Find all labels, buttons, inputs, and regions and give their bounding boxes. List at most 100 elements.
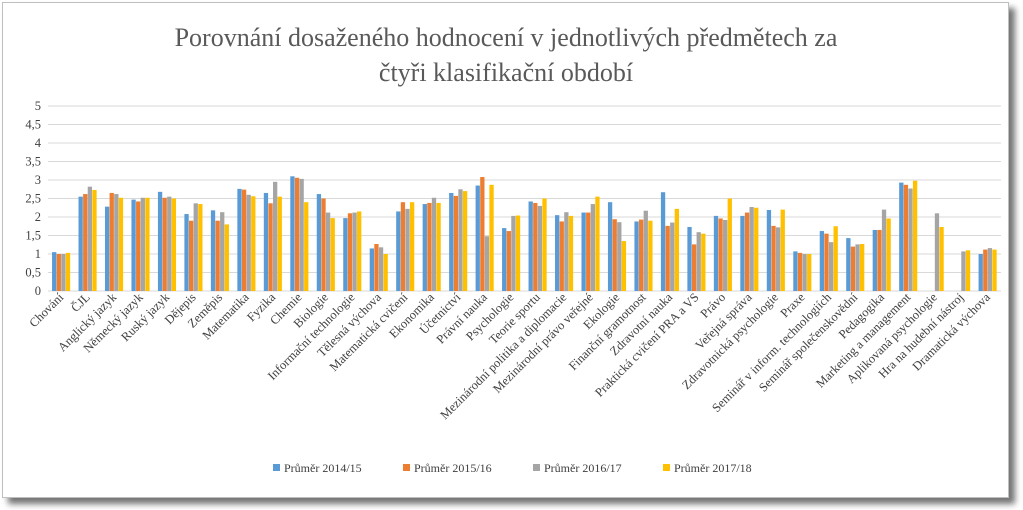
bar bbox=[586, 212, 591, 291]
bar bbox=[828, 242, 834, 291]
bar bbox=[321, 198, 326, 291]
bar bbox=[246, 194, 251, 291]
bar bbox=[198, 204, 203, 291]
bar bbox=[357, 211, 362, 291]
legend: Průměr 2014/15 Průměr 2015/16 Průměr 2016/… bbox=[273, 461, 752, 475]
bar bbox=[83, 194, 88, 291]
bar bbox=[330, 218, 335, 291]
bar bbox=[621, 241, 627, 291]
bar bbox=[114, 194, 119, 291]
bar bbox=[819, 231, 825, 291]
bar bbox=[542, 198, 547, 291]
bar bbox=[612, 219, 617, 291]
bar bbox=[405, 208, 410, 291]
legend-label: Průměr 2015/16 bbox=[414, 461, 492, 475]
bar bbox=[617, 222, 622, 291]
bar bbox=[489, 184, 494, 291]
bar bbox=[157, 191, 163, 291]
bar bbox=[316, 194, 322, 291]
bar bbox=[992, 249, 997, 291]
legend-swatch bbox=[533, 464, 540, 471]
bar bbox=[431, 197, 437, 291]
x-tick-label: Chování bbox=[27, 290, 67, 330]
bar bbox=[167, 196, 172, 291]
bar bbox=[754, 207, 759, 291]
y-tick-label: 4 bbox=[35, 136, 42, 150]
bar bbox=[171, 198, 177, 291]
bar bbox=[701, 233, 706, 291]
y-tick-label: 5 bbox=[35, 99, 41, 113]
bar bbox=[237, 188, 242, 291]
chart-frame: Porovnání dosaženého hodnocení v jednotl… bbox=[2, 2, 1009, 498]
y-tick-label: 2,5 bbox=[25, 192, 41, 206]
bar bbox=[797, 252, 803, 291]
bar bbox=[224, 224, 229, 291]
bar bbox=[877, 229, 882, 291]
bar bbox=[251, 196, 256, 291]
bar bbox=[480, 177, 485, 291]
bar bbox=[511, 215, 516, 291]
gridlines bbox=[48, 105, 1001, 292]
y-tick-label: 4,5 bbox=[25, 118, 41, 132]
bar bbox=[807, 254, 812, 291]
bar bbox=[449, 192, 454, 291]
bar bbox=[145, 197, 150, 291]
bar bbox=[458, 189, 463, 291]
bar bbox=[241, 189, 247, 291]
bar bbox=[506, 231, 511, 291]
bar bbox=[660, 192, 666, 291]
bar bbox=[131, 199, 136, 291]
bar bbox=[793, 251, 798, 291]
bar bbox=[607, 202, 613, 291]
bar bbox=[383, 254, 388, 291]
bar bbox=[903, 184, 909, 291]
bar bbox=[568, 215, 574, 291]
bar bbox=[723, 219, 728, 291]
bar bbox=[65, 252, 71, 291]
chart: Porovnání dosaženého hodnocení v jednotl… bbox=[25, 23, 1001, 475]
bar bbox=[61, 254, 66, 291]
bar bbox=[462, 191, 468, 291]
bar bbox=[965, 250, 971, 291]
y-axis: 0 0,5 1 1,5 2 2,5 3 3,5 4 4,5 5 bbox=[25, 99, 41, 298]
bar bbox=[674, 208, 679, 291]
bar bbox=[136, 201, 141, 291]
bar bbox=[564, 212, 569, 291]
bar bbox=[595, 196, 600, 291]
legend-swatch bbox=[403, 464, 410, 471]
bar bbox=[294, 177, 300, 291]
bar bbox=[713, 215, 719, 291]
bar bbox=[422, 204, 427, 291]
bar bbox=[189, 220, 194, 291]
bar bbox=[860, 244, 865, 291]
bar bbox=[436, 202, 441, 291]
bar bbox=[515, 215, 521, 291]
bar bbox=[934, 213, 940, 291]
bar bbox=[912, 180, 918, 291]
bar bbox=[325, 212, 331, 291]
bar bbox=[347, 213, 353, 291]
bar bbox=[886, 218, 891, 291]
y-tick-label: 0 bbox=[35, 284, 41, 298]
bar bbox=[533, 202, 538, 291]
bar bbox=[220, 212, 225, 291]
bars bbox=[52, 176, 997, 291]
bar bbox=[484, 236, 490, 291]
bar bbox=[409, 202, 415, 291]
bar bbox=[978, 254, 983, 291]
bar bbox=[559, 221, 564, 291]
bar bbox=[850, 246, 856, 291]
legend-label: Průměr 2017/18 bbox=[674, 461, 752, 475]
legend-label: Průměr 2014/15 bbox=[284, 461, 362, 475]
bar bbox=[299, 178, 304, 291]
bar bbox=[140, 197, 145, 291]
bar bbox=[780, 209, 785, 291]
legend-swatch bbox=[663, 464, 670, 471]
bar bbox=[210, 210, 216, 291]
bar bbox=[643, 210, 648, 291]
bar bbox=[343, 218, 348, 291]
bar bbox=[581, 212, 586, 291]
bar bbox=[855, 244, 860, 291]
legend-swatch bbox=[273, 464, 280, 471]
